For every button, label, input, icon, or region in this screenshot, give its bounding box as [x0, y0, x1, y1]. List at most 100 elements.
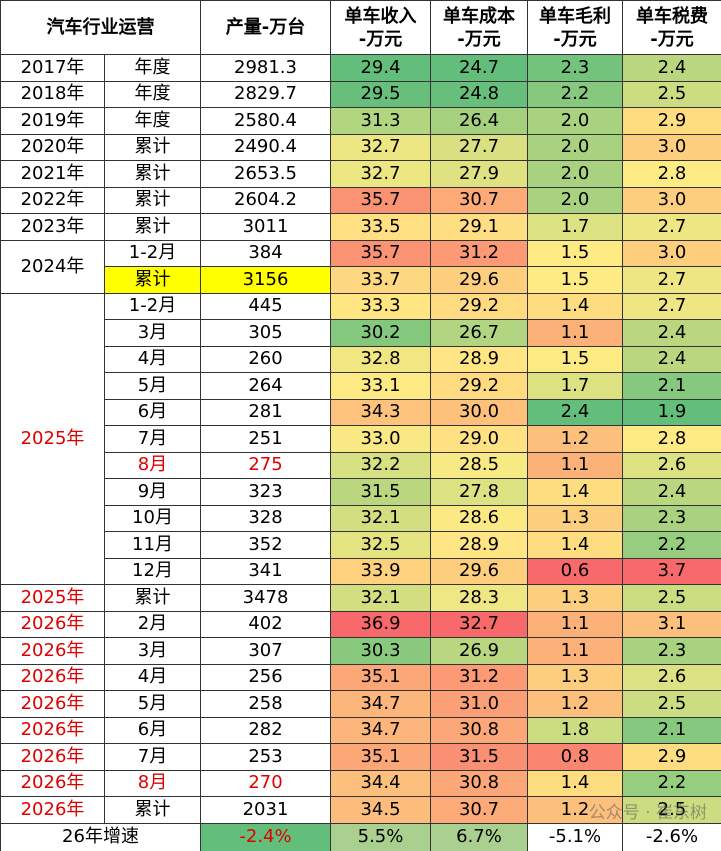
metric-cell: 3.0 — [622, 239, 721, 267]
metric-cell: 1.3 — [527, 663, 623, 691]
metric-cell: 30.0 — [430, 398, 528, 426]
metric-cell: 32.7 — [330, 133, 431, 161]
metric-cell: 2.5 — [622, 80, 721, 108]
metric-cell: 30.8 — [430, 716, 528, 744]
metric-cell: 0.8 — [527, 743, 623, 771]
metric-cell: 31.3 — [330, 107, 431, 135]
header-line: 单车税费 — [636, 5, 708, 27]
period-cell: 1-2月 — [104, 292, 201, 320]
metric-cell: 1.3 — [527, 584, 623, 612]
data-row: 2026年 6月 282 34.7 30.8 1.8 2.1 — [0, 716, 721, 744]
period-cell: 累计 — [104, 796, 201, 824]
period-cell: 8月 — [104, 769, 201, 797]
period-cell: 累计 — [104, 584, 201, 612]
production-cell: 260 — [200, 345, 331, 373]
header-line: -万元 — [457, 28, 501, 50]
metric-cell: 27.9 — [430, 160, 528, 188]
metric-cell: 32.8 — [330, 345, 431, 373]
metric-cell: 2.2 — [622, 769, 721, 797]
metric-cell: 1.7 — [527, 372, 623, 400]
metric-cell: 28.3 — [430, 584, 528, 612]
metric-cell: 1.1 — [527, 451, 623, 479]
metric-cell: 35.7 — [330, 186, 431, 214]
metric-cell: 0.6 — [527, 557, 623, 585]
data-row: 2026年 5月 258 34.7 31.0 1.2 2.5 — [0, 690, 721, 718]
year-cell: 2026年 — [0, 637, 105, 665]
header-line: 产量-万台 — [225, 17, 306, 38]
year-cell: 2026年 — [0, 610, 105, 638]
metric-cell: 1.4 — [527, 478, 623, 506]
metric-cell: 2.9 — [622, 743, 721, 771]
metric-cell: 33.3 — [330, 292, 431, 320]
metric-cell: 31.5 — [430, 743, 528, 771]
metric-cell: 2.7 — [622, 266, 721, 294]
metric-cell: 30.2 — [330, 319, 431, 347]
year-cell: 2023年 — [0, 213, 105, 241]
metric-cell: 1.8 — [527, 716, 623, 744]
period-cell: 4月 — [104, 663, 201, 691]
data-row: 3月 305 30.2 26.7 1.1 2.4 — [1, 319, 721, 347]
period-cell: 年度 — [104, 80, 201, 108]
production-cell: 256 — [200, 663, 331, 691]
year-cell: 2026年 — [0, 769, 105, 797]
metric-cell: 2.4 — [527, 398, 623, 426]
metric-cell: 1.4 — [527, 769, 623, 797]
period-cell: 12月 — [104, 557, 201, 585]
metric-cell: 24.7 — [430, 54, 528, 82]
data-row: 2026年 2月 402 36.9 32.7 1.1 3.1 — [0, 610, 721, 638]
metric-cell: 1.5 — [527, 266, 623, 294]
year-cell: 2022年 — [0, 186, 105, 214]
year-cell: 2021年 — [0, 160, 105, 188]
data-row: 2026年 7月 253 35.1 31.5 0.8 2.9 — [0, 743, 721, 771]
period-cell: 7月 — [104, 425, 201, 453]
metric-cell: 29.6 — [430, 266, 528, 294]
metric-cell: 36.9 — [330, 610, 431, 638]
production-cell: 352 — [200, 531, 331, 559]
metric-cell: 1.3 — [527, 504, 623, 532]
metric-cell: 29.1 — [430, 213, 528, 241]
metric-cell: 2.4 — [622, 54, 721, 82]
summary-cell: -5.1% — [527, 822, 623, 851]
summary-label: 26年增速 — [0, 822, 201, 851]
production-cell: 258 — [200, 690, 331, 718]
header-row: 汽车行业运营 产量-万台 单车收入 -万元 单车成本 -万元 单车毛利 -万元 单车税费 -万元 — [0, 0, 721, 55]
metric-cell: 2.7 — [622, 213, 721, 241]
data-row: 6月 281 34.3 30.0 2.4 1.9 — [1, 398, 721, 426]
period-cell: 6月 — [104, 398, 201, 426]
production-cell: 282 — [200, 716, 331, 744]
data-row: 5月 264 33.1 29.2 1.7 2.1 — [1, 372, 721, 400]
metric-cell: 2.3 — [527, 54, 623, 82]
metric-cell: 30.7 — [430, 796, 528, 824]
year-cell: 2018年 — [0, 80, 105, 108]
metric-cell: 29.4 — [330, 54, 431, 82]
metric-cell: 33.5 — [330, 213, 431, 241]
year-cell: 2020年 — [0, 133, 105, 161]
header-line: 单车毛利 — [539, 5, 611, 27]
header-cell: 单车税费 -万元 — [622, 0, 721, 55]
metric-cell: 1.4 — [527, 292, 623, 320]
metric-cell: 33.7 — [330, 266, 431, 294]
production-cell: 402 — [200, 610, 331, 638]
metric-cell: 32.1 — [330, 504, 431, 532]
year-cell: 2026年 — [0, 743, 105, 771]
production-cell: 3478 — [200, 584, 331, 612]
metric-cell: 34.3 — [330, 398, 431, 426]
header-cell: 产量-万台 — [200, 0, 331, 55]
metric-cell: 2.5 — [622, 796, 721, 824]
period-cell: 累计 — [104, 266, 201, 294]
production-cell: 2981.3 — [200, 54, 331, 82]
production-cell: 281 — [200, 398, 331, 426]
year-cell: 2026年 — [0, 796, 105, 824]
metric-cell: 2.4 — [622, 319, 721, 347]
metric-cell: 2.4 — [622, 478, 721, 506]
data-row: 2026年 8月 270 34.4 30.8 1.4 2.2 — [0, 769, 721, 797]
metric-cell: 29.2 — [430, 372, 528, 400]
data-row: 2025年 1-2月 445 33.3 29.2 1.4 2.7 — [0, 292, 721, 585]
metric-cell: 3.7 — [622, 557, 721, 585]
period-cell: 4月 — [104, 345, 201, 373]
metric-cell: 29.5 — [330, 80, 431, 108]
metric-cell: 34.5 — [330, 796, 431, 824]
production-cell: 251 — [200, 425, 331, 453]
metric-cell: 32.1 — [330, 584, 431, 612]
period-cell: 累计 — [104, 213, 201, 241]
